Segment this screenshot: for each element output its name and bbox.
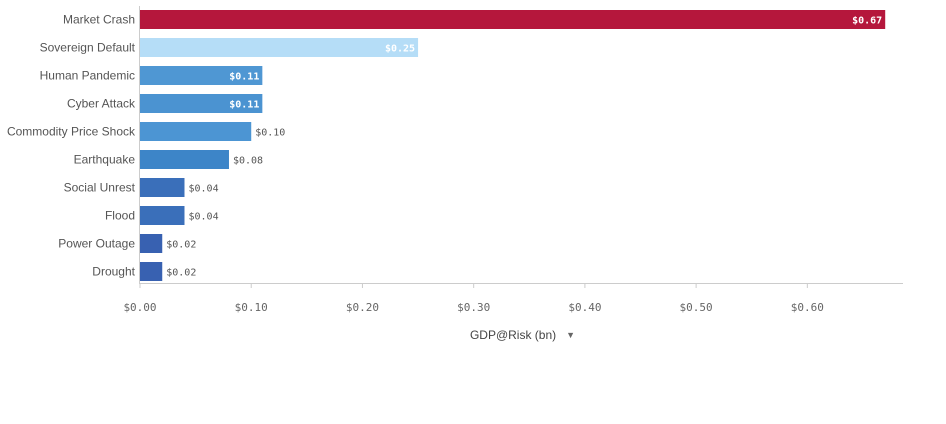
x-tick-label: $0.20: [346, 301, 379, 314]
bar-chart: Market Crash Sovereign Default Human Pande…: [7, 6, 903, 314]
chevron-down-icon[interactable]: ▼: [566, 330, 576, 340]
category-label[interactable]: Social Unrest: [64, 181, 136, 195]
bar-human-pandemic[interactable]: [140, 66, 263, 85]
bar-drought[interactable]: [140, 262, 163, 281]
value-label: $0.02: [166, 268, 196, 279]
value-label: $0.04: [188, 212, 218, 223]
value-label: $0.67: [852, 16, 882, 27]
category-label[interactable]: Cyber Attack: [67, 97, 136, 111]
bar-cyber-attack[interactable]: [140, 94, 263, 113]
x-tick-label: $0.10: [235, 301, 268, 314]
x-axis-title: GDP@Risk (bn): [469, 328, 557, 342]
value-label: $0.25: [385, 44, 415, 55]
bar-earthquake[interactable]: [140, 150, 229, 169]
value-label: $0.02: [166, 240, 196, 251]
x-tick-label: $0.50: [680, 301, 713, 314]
bar-commodity-price-shock[interactable]: [140, 122, 252, 141]
bar-power-outage[interactable]: [140, 234, 163, 253]
category-label[interactable]: Earthquake: [74, 153, 136, 167]
category-label[interactable]: Human Pandemic: [40, 69, 135, 83]
x-tick-label: $0.00: [123, 301, 156, 314]
value-label: $0.08: [233, 156, 263, 167]
value-labels: $0.67 $0.25 $0.11 $0.11 $0.10 $0.08 $0.04 $0.04…: [166, 16, 882, 279]
bar-market-crash[interactable]: [140, 10, 886, 29]
x-axis-ticks: $0.00 $0.10 $0.20 $0.30 $0.40 $0.50 $0.60: [123, 283, 824, 314]
value-label: $0.11: [229, 100, 259, 111]
bar-flood[interactable]: [140, 206, 185, 225]
bar-sovereign-default[interactable]: [140, 38, 419, 57]
x-tick-label: $0.30: [457, 301, 490, 314]
x-axis-title-area: GDP@Risk (bn) ▼: [0, 328, 946, 342]
category-label[interactable]: Sovereign Default: [40, 41, 136, 55]
bar-social-unrest[interactable]: [140, 178, 185, 197]
value-label: $0.11: [229, 72, 259, 83]
x-axis-measure-selector[interactable]: GDP@Risk (bn) ▼: [470, 328, 575, 342]
category-labels: Market Crash Sovereign Default Human Pande…: [7, 13, 136, 279]
category-label[interactable]: Power Outage: [58, 237, 135, 251]
category-label[interactable]: Flood: [105, 209, 135, 223]
value-label: $0.10: [255, 128, 285, 139]
category-label[interactable]: Drought: [92, 265, 135, 279]
bars-layer: [140, 10, 886, 281]
category-label[interactable]: Commodity Price Shock: [7, 125, 136, 139]
x-tick-label: $0.60: [791, 301, 824, 314]
value-label: $0.04: [188, 184, 218, 195]
x-tick-label: $0.40: [568, 301, 601, 314]
category-label[interactable]: Market Crash: [63, 13, 135, 27]
